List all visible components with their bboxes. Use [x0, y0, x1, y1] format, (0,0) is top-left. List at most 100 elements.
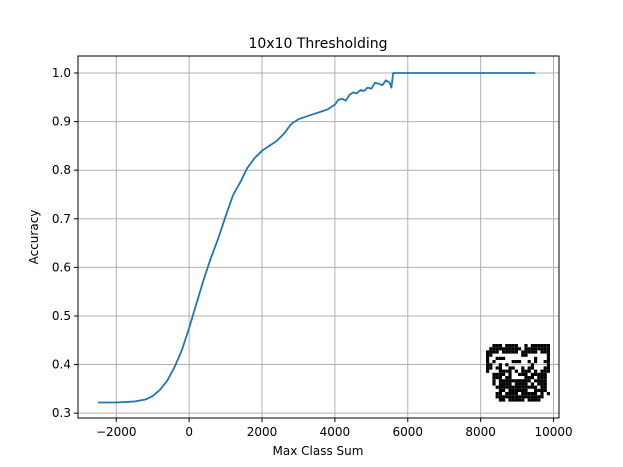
inset-pixel: [540, 395, 544, 399]
inset-pixel: [534, 395, 538, 399]
grid-layer: [78, 56, 559, 418]
inset-pixel: [495, 347, 499, 351]
inset-pixel: [508, 344, 512, 348]
inset-pixel: [508, 376, 512, 380]
inset-pixel: [540, 369, 544, 373]
inset-pixel: [511, 388, 515, 392]
inset-pixel: [518, 347, 522, 351]
inset-pixel: [540, 372, 544, 376]
inset-pixel: [524, 353, 528, 357]
inset-pixel: [546, 344, 550, 348]
inset-pixel: [543, 382, 547, 386]
x-tick-label: 0: [185, 425, 193, 439]
y-axis-label: Accuracy: [27, 210, 41, 265]
inset-pixel: [498, 369, 502, 373]
y-tick-label: 0.5: [52, 309, 71, 323]
inset-pixel: [534, 392, 538, 396]
inset-pixel: [518, 395, 522, 399]
inset-pixel: [540, 376, 544, 380]
inset-pixel: [495, 372, 499, 376]
y-tick-label: 0.7: [52, 212, 71, 226]
inset-pixel: [489, 363, 493, 367]
inset-pixel: [505, 363, 509, 367]
inset-pixel: [505, 395, 509, 399]
inset-pixel: [498, 344, 502, 348]
plot-layer: [98, 72, 536, 404]
inset-pixel: [486, 360, 490, 364]
inset-pixel: [537, 382, 541, 386]
inset-pixel: [514, 360, 518, 364]
inset-pixel: [521, 379, 525, 383]
inset-pixel: [524, 382, 528, 386]
inset-pixel: [492, 376, 496, 380]
inset-pixel: [540, 347, 544, 351]
y-tick-label: 0.9: [52, 115, 71, 129]
inset-pixel: [527, 360, 531, 364]
inset-pixel: [537, 388, 541, 392]
inset-pixel: [508, 347, 512, 351]
inset-pixel: [518, 398, 522, 402]
inset-pixel: [495, 344, 499, 348]
inset-pixel: [492, 347, 496, 351]
x-axis-label: Max Class Sum: [273, 444, 364, 458]
inset-pixel: [492, 350, 496, 354]
inset-pixel: [502, 347, 506, 351]
inset-pixel: [540, 344, 544, 348]
accuracy-series-line: [98, 72, 536, 404]
inset-pixel: [489, 366, 493, 370]
tick-layer: −2000 0 2000 4000 6000 8000 10000 0.3 0.4 0.5 0.6 0…: [52, 66, 573, 439]
inset-pixel: [540, 385, 544, 389]
inset-pixel: [505, 344, 509, 348]
inset-pixel: [537, 376, 541, 380]
inset-pixel: [511, 398, 515, 402]
x-tick-label: 4000: [320, 425, 351, 439]
x-tick-label: 10000: [534, 425, 572, 439]
inset-pixel: [540, 392, 544, 396]
inset-pixel: [514, 379, 518, 383]
inset-pixel: [514, 395, 518, 399]
inset-pixel: [508, 395, 512, 399]
inset-pixel: [511, 347, 515, 351]
inset-pixel: [540, 379, 544, 383]
inset-pixel: [534, 372, 538, 376]
inset-pixel: [502, 388, 506, 392]
inset-pixel: [505, 392, 509, 396]
inset-pixel: [508, 392, 512, 396]
inset-pixel: [546, 350, 550, 354]
inset-pixel: [546, 360, 550, 364]
inset-pixel: [546, 369, 550, 373]
inset-pixel: [495, 366, 499, 370]
inset-pixel: [511, 360, 515, 364]
inset-pixel: [495, 356, 499, 360]
inset-pixel: [524, 372, 528, 376]
inset-pixel: [505, 385, 509, 389]
inset-pixel: [540, 350, 544, 354]
inset-pixel: [511, 344, 515, 348]
inset-pixel: [537, 347, 541, 351]
inset-pixel: [498, 366, 502, 370]
inset-pixel: [502, 372, 506, 376]
inset-pixel: [534, 379, 538, 383]
inset-pixel: [505, 350, 509, 354]
inset-pixel: [524, 392, 528, 396]
x-tick-label: 8000: [465, 425, 496, 439]
inset-pixel: [521, 382, 525, 386]
inset-pixel: [502, 379, 506, 383]
inset-pixel: [530, 382, 534, 386]
inset-pixel: [546, 363, 550, 367]
inset-pixel: [492, 372, 496, 376]
inset-pixel: [511, 350, 515, 354]
inset-pixel: [486, 363, 490, 367]
inset-pixel: [534, 360, 538, 364]
inset-pixel: [527, 376, 531, 380]
inset-pixel: [508, 379, 512, 383]
inset-pixel: [511, 379, 515, 383]
inset-pixel: [543, 385, 547, 389]
inset-pixel: [495, 395, 499, 399]
inset-pixel: [508, 382, 512, 386]
inset-pixel: [498, 379, 502, 383]
inset-pixel: [521, 395, 525, 399]
inset-pixel: [537, 372, 541, 376]
inset-pixel: [489, 353, 493, 357]
inset-pixel: [543, 344, 547, 348]
